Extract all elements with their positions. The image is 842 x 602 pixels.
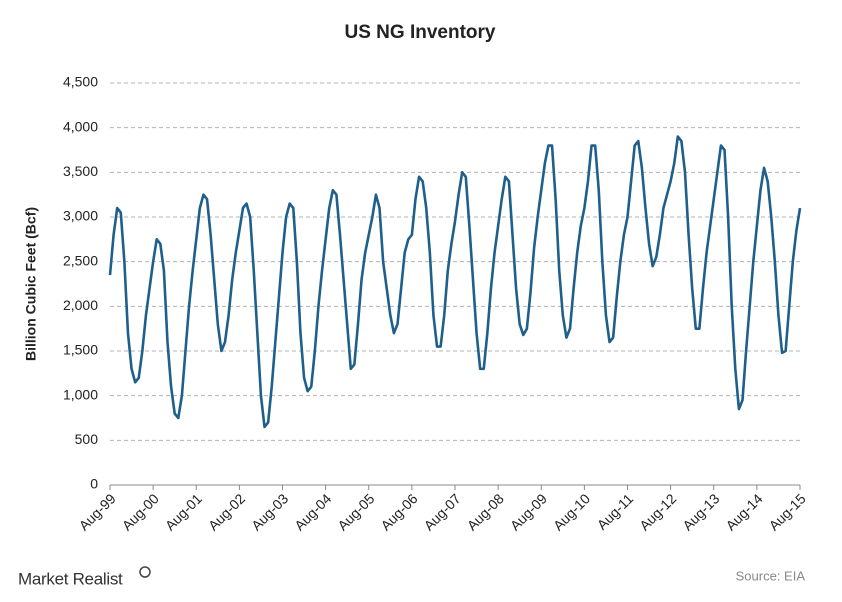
y-tick-label: 4,500 [63, 74, 98, 90]
x-tick-label: Aug-15 [765, 490, 808, 533]
y-tick-label: 3,500 [63, 163, 98, 179]
data-line [108, 135, 802, 429]
x-tick-label: Aug-14 [722, 490, 765, 533]
x-tick-label: Aug-07 [420, 490, 463, 533]
y-tick-label: 500 [75, 431, 99, 447]
x-tick-label: Aug-99 [75, 490, 118, 533]
y-tick-label: 2,000 [63, 297, 98, 313]
x-tick-label: Aug-08 [464, 490, 507, 533]
x-tick-label: Aug-11 [594, 490, 637, 533]
y-tick-label: 2,500 [63, 252, 98, 268]
y-tick-label: 0 [90, 476, 98, 492]
source-note: Source: EIA [736, 568, 806, 583]
x-tick-label: Aug-06 [377, 490, 420, 533]
y-tick-label: 3,000 [63, 208, 98, 224]
brand-logo: Market Realist [18, 569, 123, 588]
y-tick-label: 1,500 [63, 342, 98, 358]
x-tick-label: Aug-10 [550, 490, 593, 533]
x-tick-label: Aug-02 [205, 490, 248, 533]
brand-icon [139, 566, 151, 578]
x-tick-label: Aug-09 [507, 490, 550, 533]
x-tick-label: Aug-13 [679, 490, 722, 533]
x-tick-label: Aug-03 [248, 490, 291, 533]
x-tick-label: Aug-01 [162, 490, 205, 533]
x-tick-label: Aug-05 [334, 490, 377, 533]
x-tick-label: Aug-00 [119, 490, 162, 533]
x-tick-label: Aug-12 [636, 490, 679, 533]
y-tick-label: 1,000 [63, 386, 98, 402]
x-tick-label: Aug-04 [291, 490, 334, 533]
chart-title: US NG Inventory [345, 22, 496, 43]
y-tick-label: 4,000 [63, 118, 98, 134]
y-axis-label: Billion Cubic Feet (Bcf) [23, 207, 39, 361]
